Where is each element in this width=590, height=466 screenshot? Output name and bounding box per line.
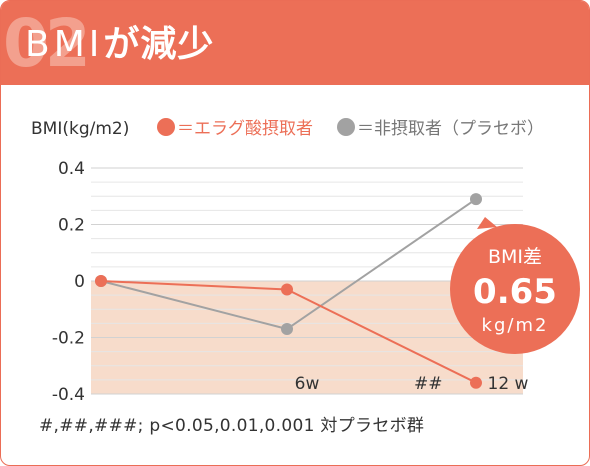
data-point bbox=[470, 376, 482, 389]
y-tick-label: -0.2 bbox=[52, 329, 85, 349]
y-tick-label: 0.4 bbox=[58, 159, 85, 179]
bubble-circle bbox=[450, 224, 580, 354]
x-tick-label: 6w bbox=[295, 374, 320, 394]
footnote: #,##,###; p<0.05,0.01,0.001 対プラセボ群 bbox=[39, 416, 425, 436]
bubble-value: 0.65 bbox=[473, 272, 557, 312]
y-axis-label: BMI(kg/m2) bbox=[31, 119, 129, 139]
bubble-label: BMI差 bbox=[488, 246, 542, 268]
bubble-tail bbox=[477, 217, 497, 229]
title-latin: BMI bbox=[25, 24, 104, 65]
difference-bubble: BMI差 0.65 kg/m2 bbox=[450, 217, 580, 354]
data-point bbox=[281, 323, 293, 336]
legend: ＝エラグ酸摂取者 ＝非摂取者（プラセボ） bbox=[157, 118, 544, 139]
page-title: BMIが減少 bbox=[25, 23, 214, 67]
data-point bbox=[281, 283, 293, 296]
y-tick-labels: 0.4 0.2 0 -0.2 -0.4 bbox=[52, 159, 85, 405]
y-tick-label: 0.2 bbox=[58, 216, 85, 236]
x-tick-label: 12 w bbox=[488, 374, 529, 394]
header-banner: 02 BMIが減少 bbox=[1, 1, 589, 85]
legend-label-ellagic: ＝エラグ酸摂取者 bbox=[177, 119, 313, 139]
y-tick-label: 0 bbox=[74, 272, 85, 292]
data-point bbox=[95, 275, 107, 287]
legend-marker-placebo bbox=[337, 118, 355, 136]
y-tick-label: -0.4 bbox=[52, 385, 85, 405]
grid-lines bbox=[91, 167, 523, 395]
significance-annotation: ## bbox=[414, 374, 443, 394]
data-point bbox=[470, 193, 482, 206]
x-tick-labels: 6w 12 w bbox=[295, 374, 529, 394]
legend-label-placebo: ＝非摂取者（プラセボ） bbox=[357, 119, 544, 139]
title-rest: が減少 bbox=[103, 24, 215, 65]
section-number: 02 bbox=[3, 5, 91, 82]
legend-marker-ellagic bbox=[157, 118, 175, 136]
series-lines bbox=[95, 193, 482, 389]
bubble-unit: kg/m2 bbox=[482, 315, 549, 336]
